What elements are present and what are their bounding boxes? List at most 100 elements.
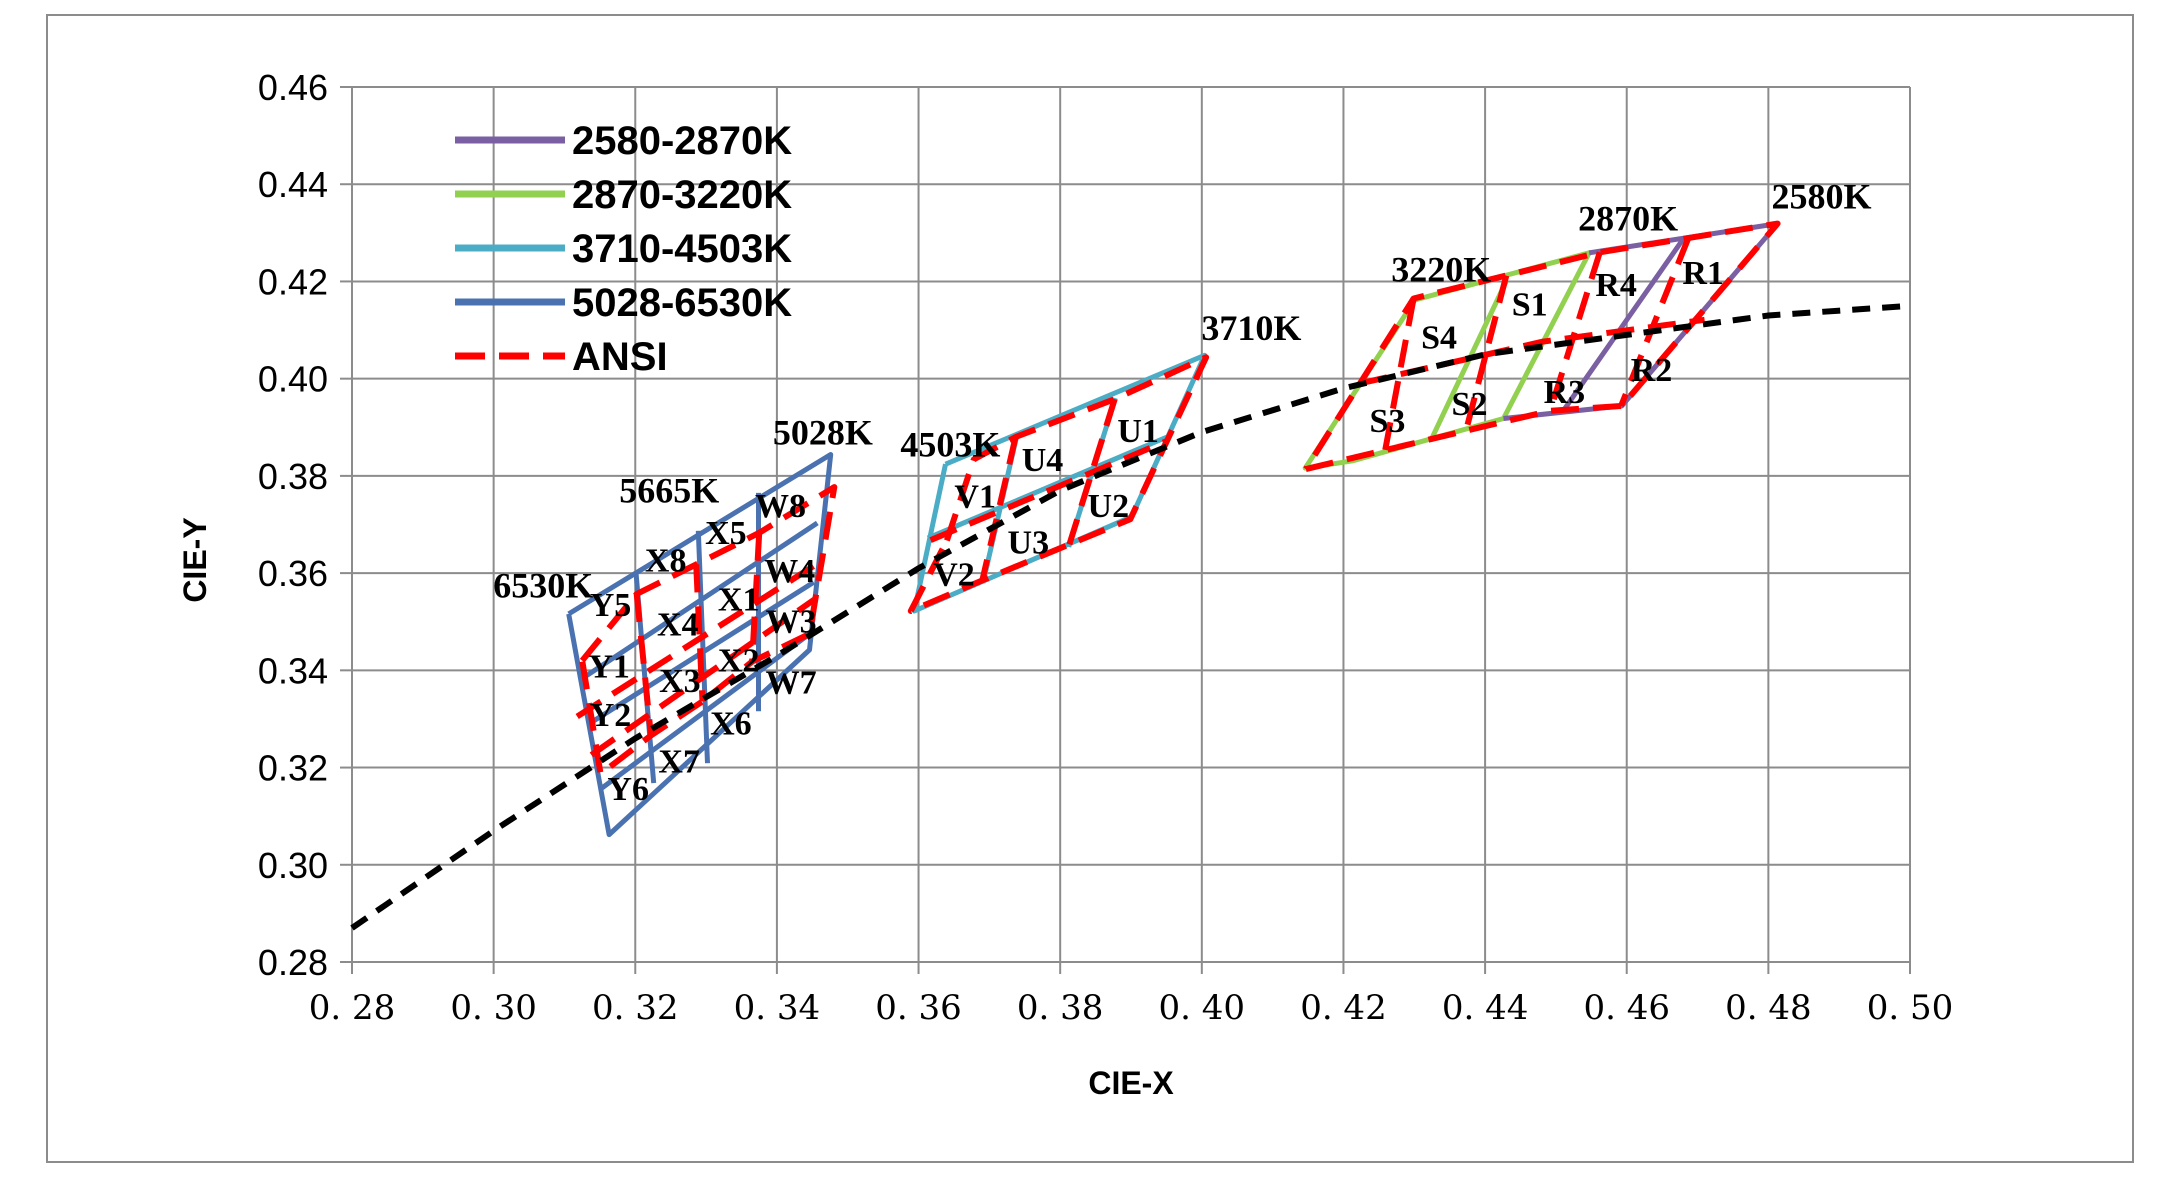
x-tick-label: 0. 30	[450, 988, 537, 1028]
bin-label: X7	[658, 743, 700, 780]
cct-label: 2870K	[1578, 198, 1678, 238]
series-ansi	[575, 220, 1781, 777]
bin-label: V2	[933, 556, 975, 593]
ansi-boundary-line	[1066, 398, 1118, 546]
ansi-boundary-line	[575, 558, 824, 720]
y-tick-label: 0.32	[258, 748, 328, 789]
bin-label: U2	[1088, 488, 1130, 525]
bin-label: R1	[1682, 255, 1724, 292]
legend-item: 3710-4503K	[455, 227, 792, 271]
cct-label: 3220K	[1391, 249, 1491, 289]
y-axis-title: CIE-Y	[177, 517, 213, 602]
x-tick-label: 0. 48	[1725, 988, 1812, 1028]
bin-label: U3	[1008, 525, 1050, 562]
y-tick-label: 0.42	[258, 261, 328, 302]
ansi-boundary-line	[907, 354, 1210, 614]
bin-boundary-line	[695, 530, 710, 764]
bin-label: W8	[755, 488, 806, 525]
legend-item: 5028-6530K	[455, 281, 792, 325]
bin-label: W7	[766, 665, 817, 702]
chart-frame	[46, 14, 2134, 1163]
x-tick-label: 0. 40	[1159, 988, 1246, 1028]
bin-label: U4	[1022, 442, 1064, 479]
x-tick-label: 0. 32	[592, 988, 679, 1028]
bin-label: X8	[645, 543, 687, 580]
y-tick-label: 0.38	[258, 456, 328, 497]
legend: 2580-2870K 2870-3220K 3710-4503K 5028-6530K…	[455, 119, 792, 379]
bin-label: Y5	[590, 587, 632, 624]
ansi-boundary-line	[1547, 251, 1603, 412]
bin-label: S4	[1421, 320, 1457, 357]
axes	[340, 86, 1911, 974]
bin-label: X3	[659, 663, 701, 700]
bin-boundary-line	[581, 520, 819, 681]
ansi-boundary-line	[693, 564, 706, 702]
y-tick-label: 0.30	[258, 845, 328, 886]
y-tick-label: 0.44	[258, 164, 328, 205]
cct-label: 2580K	[1771, 177, 1871, 217]
ansi-boundary-line	[1303, 220, 1781, 473]
legend-label: 2870-3220K	[572, 173, 792, 217]
y-tick-label: 0.36	[258, 553, 328, 594]
x-tick-label: 0. 34	[734, 988, 821, 1028]
ansi-boundary-line	[749, 532, 763, 662]
series-layer	[566, 220, 1781, 838]
tick-labels: 0. 28 0. 30 0. 32 0. 34 0. 36 0. 38 0. 40 0. 42…	[258, 67, 1953, 1028]
legend-label: 3710-4503K	[572, 227, 792, 271]
cct-label: 4503K	[900, 424, 1000, 464]
bin-boundary-line	[926, 434, 1169, 541]
y-tick-label: 0.46	[258, 67, 328, 108]
y-tick-label: 0.40	[258, 359, 328, 400]
bin-label: X5	[705, 515, 747, 552]
x-tick-label: 0. 38	[1017, 988, 1104, 1028]
cct-label: 6530K	[493, 565, 593, 605]
ansi-boundary-line	[633, 593, 654, 736]
legend-item: ANSI	[455, 335, 668, 379]
bin-label: S2	[1452, 386, 1488, 423]
bin-label: X6	[710, 706, 752, 743]
bin-label: S1	[1512, 287, 1548, 324]
legend-item: 2870-3220K	[455, 173, 792, 217]
bin-label: W3	[766, 603, 817, 640]
x-tick-label: 0. 50	[1867, 988, 1954, 1028]
bin-label: R4	[1595, 267, 1637, 304]
legend-label: 5028-6530K	[572, 281, 792, 325]
x-tick-label: 0. 36	[875, 988, 962, 1028]
cct-label: 5028K	[773, 412, 873, 452]
x-tick-label: 0. 28	[309, 988, 396, 1028]
ansi-boundary-line	[1463, 274, 1510, 432]
bin-boundary-line	[600, 630, 814, 791]
planckian-locus	[350, 302, 1911, 931]
cct-label: 3710K	[1201, 308, 1301, 348]
cct-label: 5665K	[619, 471, 719, 511]
bin-label: R3	[1544, 374, 1586, 411]
planckian-locus-line	[350, 302, 1911, 931]
bin-label: U1	[1117, 413, 1159, 450]
bin-label: X1	[718, 582, 760, 619]
bin-label: S3	[1369, 403, 1405, 440]
bin-label: R2	[1631, 352, 1673, 389]
ansi-boundary-line	[1618, 237, 1692, 408]
ansi-boundary-line	[929, 438, 1169, 543]
legend-label: ANSI	[572, 335, 668, 379]
ansi-boundary-line	[979, 436, 1019, 582]
y-tick-label: 0.28	[258, 942, 328, 983]
ansi-boundary-line	[1382, 297, 1417, 451]
x-tick-label: 0. 44	[1442, 988, 1529, 1028]
bin-label: X2	[718, 642, 760, 679]
bin-boundary-line	[1560, 236, 1687, 414]
x-axis-title: CIE-X	[1088, 1065, 1174, 1101]
annotations: 5028K 5665K 6530K 4503K 3710K 3220K 2870K 2580K…	[493, 177, 1871, 809]
x-tick-label: 0. 46	[1583, 988, 1670, 1028]
ansi-boundary-line	[579, 484, 838, 777]
ansi-boundary-line	[589, 595, 818, 758]
bin-label: Y6	[607, 771, 649, 808]
bin-label: Y2	[590, 697, 632, 734]
bin-label: V1	[954, 479, 996, 516]
legend-label: 2580-2870K	[572, 119, 792, 163]
y-tick-label: 0.34	[258, 650, 328, 691]
bin-label: X4	[657, 606, 699, 643]
legend-item: 2580-2870K	[455, 119, 792, 163]
bin-label: W4	[764, 553, 815, 590]
